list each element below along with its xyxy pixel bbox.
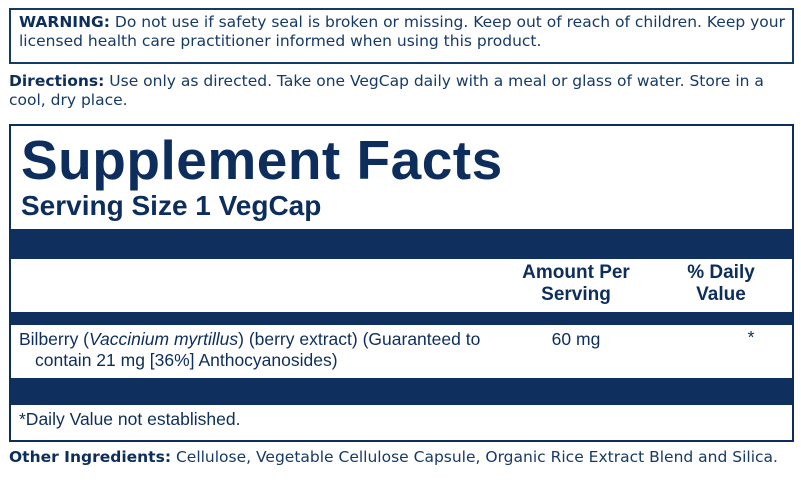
ingredient-name: Bilberry (Vaccinium myrtillus) (berry ex… (19, 329, 481, 370)
ingredient-daily-value: * (747, 327, 755, 347)
header-amount: Amount Per Serving (522, 262, 630, 305)
other-ingredients-label: Other Ingredients: (9, 448, 172, 466)
supplement-facts-panel: Supplement Facts Serving Size 1 VegCap A… (9, 124, 794, 442)
directions-text: Use only as directed. Take one VegCap da… (9, 72, 764, 109)
serving-size: Serving Size 1 VegCap (21, 190, 322, 221)
header-daily-value: % Daily Value (687, 262, 755, 305)
warning-label: WARNING: (19, 13, 110, 31)
other-ingredients: Other Ingredients: Cellulose, Vegetable … (9, 448, 794, 467)
divider-bar (11, 229, 792, 259)
facts-title: Supplement Facts (21, 129, 503, 191)
ingredient-amount: 60 mg (551, 329, 601, 349)
other-ingredients-text: Cellulose, Vegetable Cellulose Capsule, … (171, 448, 778, 466)
divider-bar (11, 378, 792, 405)
warning-text: Do not use if safety seal is broken or m… (19, 13, 785, 50)
directions-label: Directions: (9, 72, 105, 90)
directions: Directions: Use only as directed. Take o… (9, 72, 794, 110)
divider-bar (11, 312, 792, 325)
warning-box: WARNING: Do not use if safety seal is br… (9, 8, 794, 64)
footnote: *Daily Value not established. (19, 409, 241, 429)
